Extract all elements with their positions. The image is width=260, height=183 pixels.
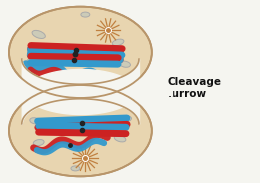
Ellipse shape xyxy=(33,139,44,146)
Ellipse shape xyxy=(120,61,131,67)
Ellipse shape xyxy=(30,118,40,124)
Text: Cleavage
furrow: Cleavage furrow xyxy=(155,77,222,99)
Ellipse shape xyxy=(93,81,103,87)
Ellipse shape xyxy=(27,57,38,63)
Ellipse shape xyxy=(121,116,132,122)
Ellipse shape xyxy=(54,96,63,101)
Ellipse shape xyxy=(81,12,90,17)
Ellipse shape xyxy=(112,39,124,46)
Ellipse shape xyxy=(32,30,45,38)
Ellipse shape xyxy=(56,80,66,85)
Ellipse shape xyxy=(9,85,152,176)
Ellipse shape xyxy=(9,7,152,98)
Ellipse shape xyxy=(71,166,80,171)
Ellipse shape xyxy=(95,96,105,102)
Ellipse shape xyxy=(114,135,126,142)
